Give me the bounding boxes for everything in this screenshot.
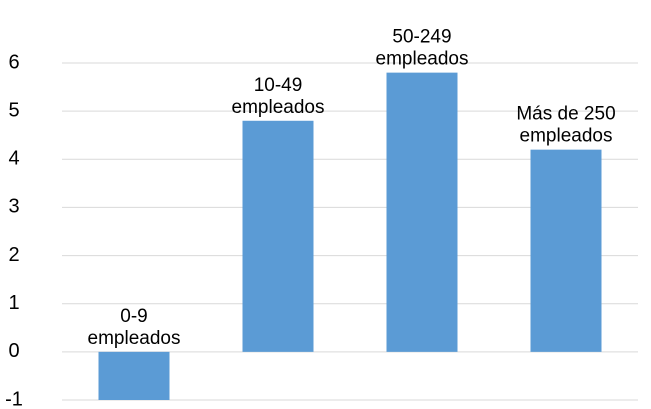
y-tick-label: 4 (8, 148, 19, 170)
bar-data-label: Más de 250 empleados (516, 104, 615, 147)
y-tick-label: 5 (8, 99, 19, 121)
bar-data-label-line: empleados (232, 97, 325, 118)
bar-data-label: 50-249 empleados (376, 27, 469, 70)
y-tick-label: 1 (8, 292, 19, 314)
y-tick-label: 6 (8, 51, 19, 73)
bar (98, 351, 170, 400)
y-tick-label: 2 (8, 244, 19, 266)
bars (98, 72, 602, 400)
bar (386, 72, 458, 352)
bar (530, 149, 602, 352)
y-tick-label: 3 (8, 196, 19, 218)
bar-data-label-line: empleados (88, 328, 181, 349)
bar-data-label-line: Más de 250 (516, 104, 615, 125)
bar-data-label: 10-49 empleados (232, 75, 325, 118)
bar-data-label-line: empleados (520, 126, 613, 147)
y-tick-label: 0 (8, 340, 19, 362)
bar-data-label-line: empleados (376, 49, 469, 70)
bar-data-label-line: 10-49 (254, 75, 303, 96)
y-tick-label: -1 (5, 388, 23, 409)
bar (242, 120, 314, 352)
bar-data-label-line: 50-249 (392, 27, 451, 48)
bar-data-label-line: 0-9 (120, 306, 147, 327)
y-axis-ticks: -1 0 1 2 3 4 5 6 (5, 51, 23, 409)
bar-data-label: 0-9 empleados (88, 306, 181, 349)
